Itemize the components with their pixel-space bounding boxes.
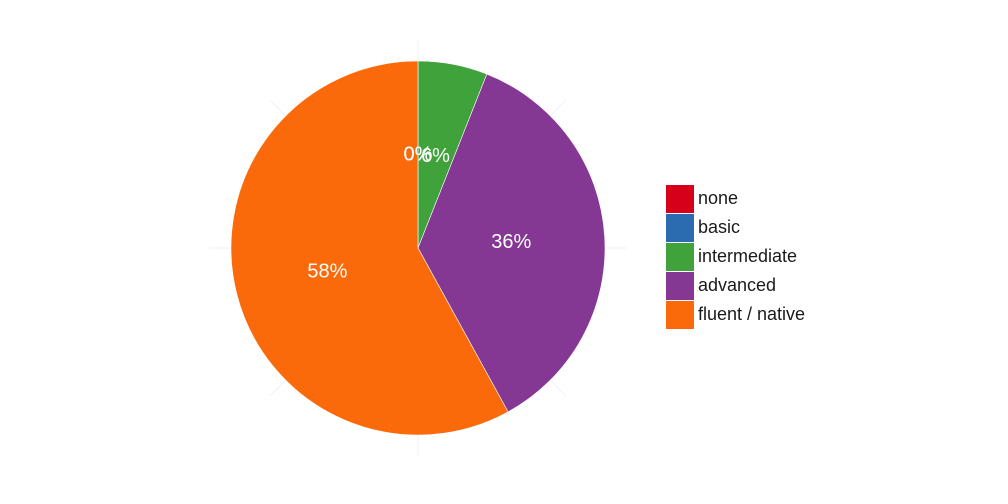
legend-label: intermediate xyxy=(698,246,797,267)
pie-label-advanced: 36% xyxy=(491,231,531,253)
legend-label: advanced xyxy=(698,275,776,296)
legend-item-fluent-native: fluent / native xyxy=(666,300,805,329)
legend-label: fluent / native xyxy=(698,304,805,325)
legend-item-intermediate: intermediate xyxy=(666,242,805,271)
pie-label-intermediate: 6% xyxy=(421,145,450,167)
legend-swatch xyxy=(666,185,694,213)
legend-swatch xyxy=(666,301,694,329)
legend-item-none: none xyxy=(666,184,805,213)
legend-swatch xyxy=(666,214,694,242)
legend-label: basic xyxy=(698,217,740,238)
legend-swatch xyxy=(666,243,694,271)
legend-label: none xyxy=(698,188,738,209)
pie-label-fluent-native: 58% xyxy=(307,260,347,282)
legend: none basic intermediate advanced fluent … xyxy=(666,184,805,329)
legend-item-advanced: advanced xyxy=(666,271,805,300)
legend-item-basic: basic xyxy=(666,213,805,242)
legend-swatch xyxy=(666,272,694,300)
pie-slices xyxy=(231,61,605,435)
